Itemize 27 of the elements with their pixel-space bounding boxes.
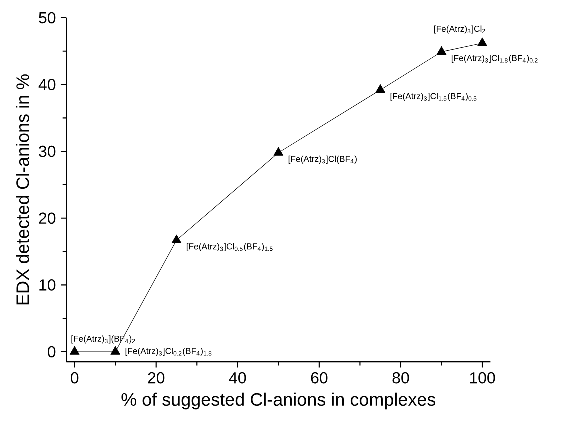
x-axis-title: % of suggested Cl-anions in complexes [122, 392, 436, 410]
annotation: [Fe(Atrz)$_{3}$]Cl$_{0.5}$(BF$_{4}$)$_{1.5}$ [186, 243, 273, 252]
x-tick-label: 100 [470, 372, 496, 384]
point [172, 234, 182, 244]
x-tick-label: 40 [229, 372, 246, 384]
point [478, 38, 488, 46]
y-tick-label: 20 [39, 212, 56, 224]
point [436, 46, 447, 55]
y-tick-label: 10 [40, 280, 56, 291]
y-tick-label: 50 [39, 12, 56, 24]
point [110, 346, 120, 355]
annotation: [Fe(Atrz)$_{3}$]Cl(BF$_{4}$) [288, 156, 357, 164]
annotation: [Fe(Atrz)$_{3}$]Cl$_{2}$ [434, 26, 486, 34]
point [274, 147, 284, 156]
y-axis-title: EDX detected Cl-anions in % [16, 74, 30, 305]
y-tick-label: 30 [39, 146, 56, 158]
annotation: [Fe(Atrz)$_{3}$]Cl$_{1.5}$(BF$_{4}$)$_{0.5}$ [390, 93, 477, 102]
y-tick-label: 40 [38, 79, 56, 90]
y-tick-label: 0 [48, 346, 56, 358]
point [376, 84, 386, 94]
annotation: [Fe(Atrz)$_{3}$]Cl$_{0.2}$(BF$_{4}$)$_{1.8}$ [126, 348, 212, 356]
x-tick-label: 20 [148, 372, 165, 384]
point [70, 346, 80, 355]
annotation: [Fe(Atrz)$_{3}$]Cl$_{1.8}$(BF$_{4}$)$_{0.2}$ [452, 55, 538, 64]
x-tick-label: 80 [392, 372, 410, 384]
x-tick-label: 0 [71, 372, 79, 384]
x-tick-label: 60 [311, 372, 328, 384]
